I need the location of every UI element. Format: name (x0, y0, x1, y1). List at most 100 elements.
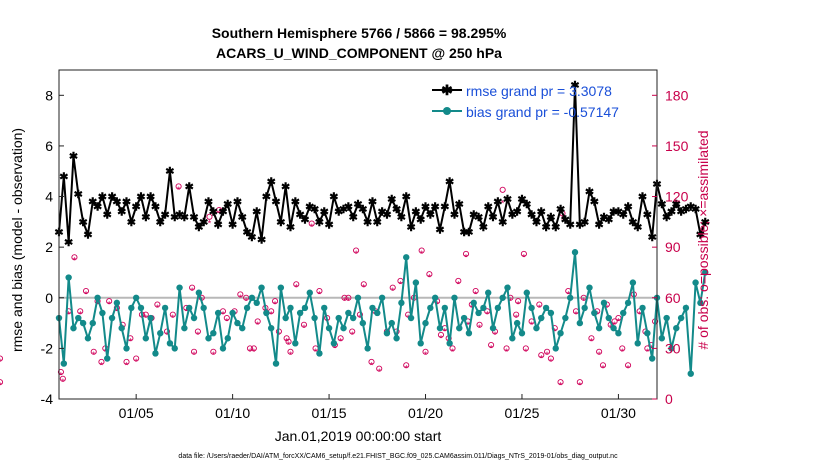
obs-possible-marker (611, 318, 618, 325)
rmse-point: ✱ (165, 166, 174, 178)
rmse-point: ✱ (296, 209, 305, 221)
obs-possible-marker (90, 348, 97, 355)
bias-point (157, 330, 164, 337)
y-right-tick-label: 30 (665, 340, 681, 356)
rmse-point: ✱ (300, 214, 309, 226)
obs-possible-marker (557, 379, 564, 386)
bias-point (378, 294, 386, 301)
obs-assimilated-marker: * (129, 337, 133, 347)
obs-assimilated-marker: * (522, 252, 526, 262)
rmse-point: ✱ (435, 224, 444, 236)
obs-possible-marker (206, 213, 213, 220)
bias-point (499, 294, 506, 301)
bias-point (253, 299, 260, 307)
rmse-point: ✱ (363, 217, 372, 229)
rmse-point: ✱ (614, 207, 623, 219)
obs-possible-marker (106, 298, 113, 305)
obs-possible-marker (237, 291, 244, 298)
bias-point (403, 254, 410, 261)
obs-assimilated-marker: * (524, 347, 528, 357)
rmse-point: ✱ (79, 217, 88, 229)
rmse-point: ✱ (517, 194, 526, 206)
bias-point (576, 319, 584, 327)
bias-point (75, 314, 82, 322)
rmse-point: ✱ (233, 197, 242, 209)
obs-assimilated-marker: * (582, 296, 586, 306)
rmse-point: ✱ (209, 207, 218, 219)
chart-title-line1: Southern Hemisphere 5766 / 5866 = 98.295… (212, 25, 507, 41)
bias-point (229, 309, 236, 317)
obs-possible-marker (389, 284, 396, 291)
bias-point (214, 309, 222, 317)
obs-assimilated-marker: * (252, 347, 256, 357)
bias-point (648, 355, 656, 362)
rmse-point: ✱ (585, 186, 594, 198)
rmse-line (58, 85, 707, 243)
obs-assimilated-marker: * (377, 367, 381, 377)
obs-assimilated-marker: * (156, 303, 160, 313)
obs-assimilated-marker: * (310, 222, 314, 232)
obs-assimilated-marker: * (339, 337, 343, 347)
bias-point (595, 324, 603, 332)
rmse-point: ✱ (575, 219, 584, 231)
rmse-point: ✱ (194, 222, 203, 234)
obs-possible-marker (190, 348, 198, 355)
rmse-point: ✱ (286, 222, 295, 234)
bias-point (436, 324, 444, 332)
rmse-point: ✱ (291, 197, 300, 209)
obs-assimilated-marker: * (466, 320, 470, 330)
obs-possible-marker (98, 358, 105, 365)
bias-point (176, 284, 183, 291)
obs-possible-marker (123, 358, 130, 365)
obs-assimilated-marker: * (493, 330, 497, 340)
bias-point (470, 299, 477, 307)
bias-point (123, 345, 130, 352)
bias-point (446, 340, 453, 347)
rmse-point: ✱ (503, 194, 512, 206)
obs-assimilated-marker: * (115, 306, 119, 316)
rmse-point: ✱ (373, 217, 382, 229)
rmse-point: ✱ (64, 237, 73, 249)
rmse-point: ✱ (623, 202, 632, 214)
obs-possible-marker (619, 345, 626, 352)
rmse-point: ✱ (570, 80, 579, 92)
bias-point (325, 324, 333, 332)
rmse-point: ✱ (334, 207, 343, 219)
bias-point (552, 345, 559, 352)
rmse-point: ✱ (281, 181, 290, 193)
obs-possible-marker (59, 375, 66, 382)
legend: ✱ rmse grand pr = 3.3078 bias grand pr =… (432, 82, 619, 120)
bias-point (465, 330, 473, 337)
bias-point (200, 304, 207, 312)
obs-possible-marker (449, 345, 456, 352)
obs-assimilated-marker: * (399, 279, 403, 289)
y-left-tick-label: 6 (45, 138, 53, 154)
rmse-point: ✱ (252, 207, 261, 219)
bias-point (181, 324, 188, 332)
obs-assimilated-marker: * (343, 296, 347, 306)
rmse-point: ✱ (218, 207, 227, 219)
obs-assimilated-marker: * (428, 273, 432, 283)
obs-assimilated-marker: * (165, 330, 169, 340)
rmse-point: ✱ (141, 212, 150, 224)
obs-possible-marker (503, 345, 510, 352)
obs-assimilated-marker: * (420, 249, 424, 259)
obs-possible-marker (142, 311, 149, 318)
rmse-point: ✱ (122, 197, 131, 209)
y-right-tick-label: 60 (665, 290, 681, 306)
rmse-point: ✱ (160, 209, 169, 221)
obs-possible-marker (588, 335, 595, 342)
rmse-point: ✱ (513, 207, 522, 219)
rmse-point: ✱ (320, 207, 329, 219)
rmse-point: ✱ (358, 204, 367, 216)
bias-point (282, 314, 289, 322)
obs-assimilated-marker: * (285, 337, 289, 347)
bias-point (248, 294, 256, 301)
obs-assimilated-marker: * (501, 198, 505, 208)
rmse-point: ✱ (214, 219, 223, 231)
legend-bias-marker (443, 107, 451, 115)
obs-assimilated-marker: * (196, 330, 200, 340)
rmse-point: ✱ (464, 227, 473, 239)
obs-assimilated-marker: * (78, 310, 82, 320)
bias-point (335, 314, 342, 322)
